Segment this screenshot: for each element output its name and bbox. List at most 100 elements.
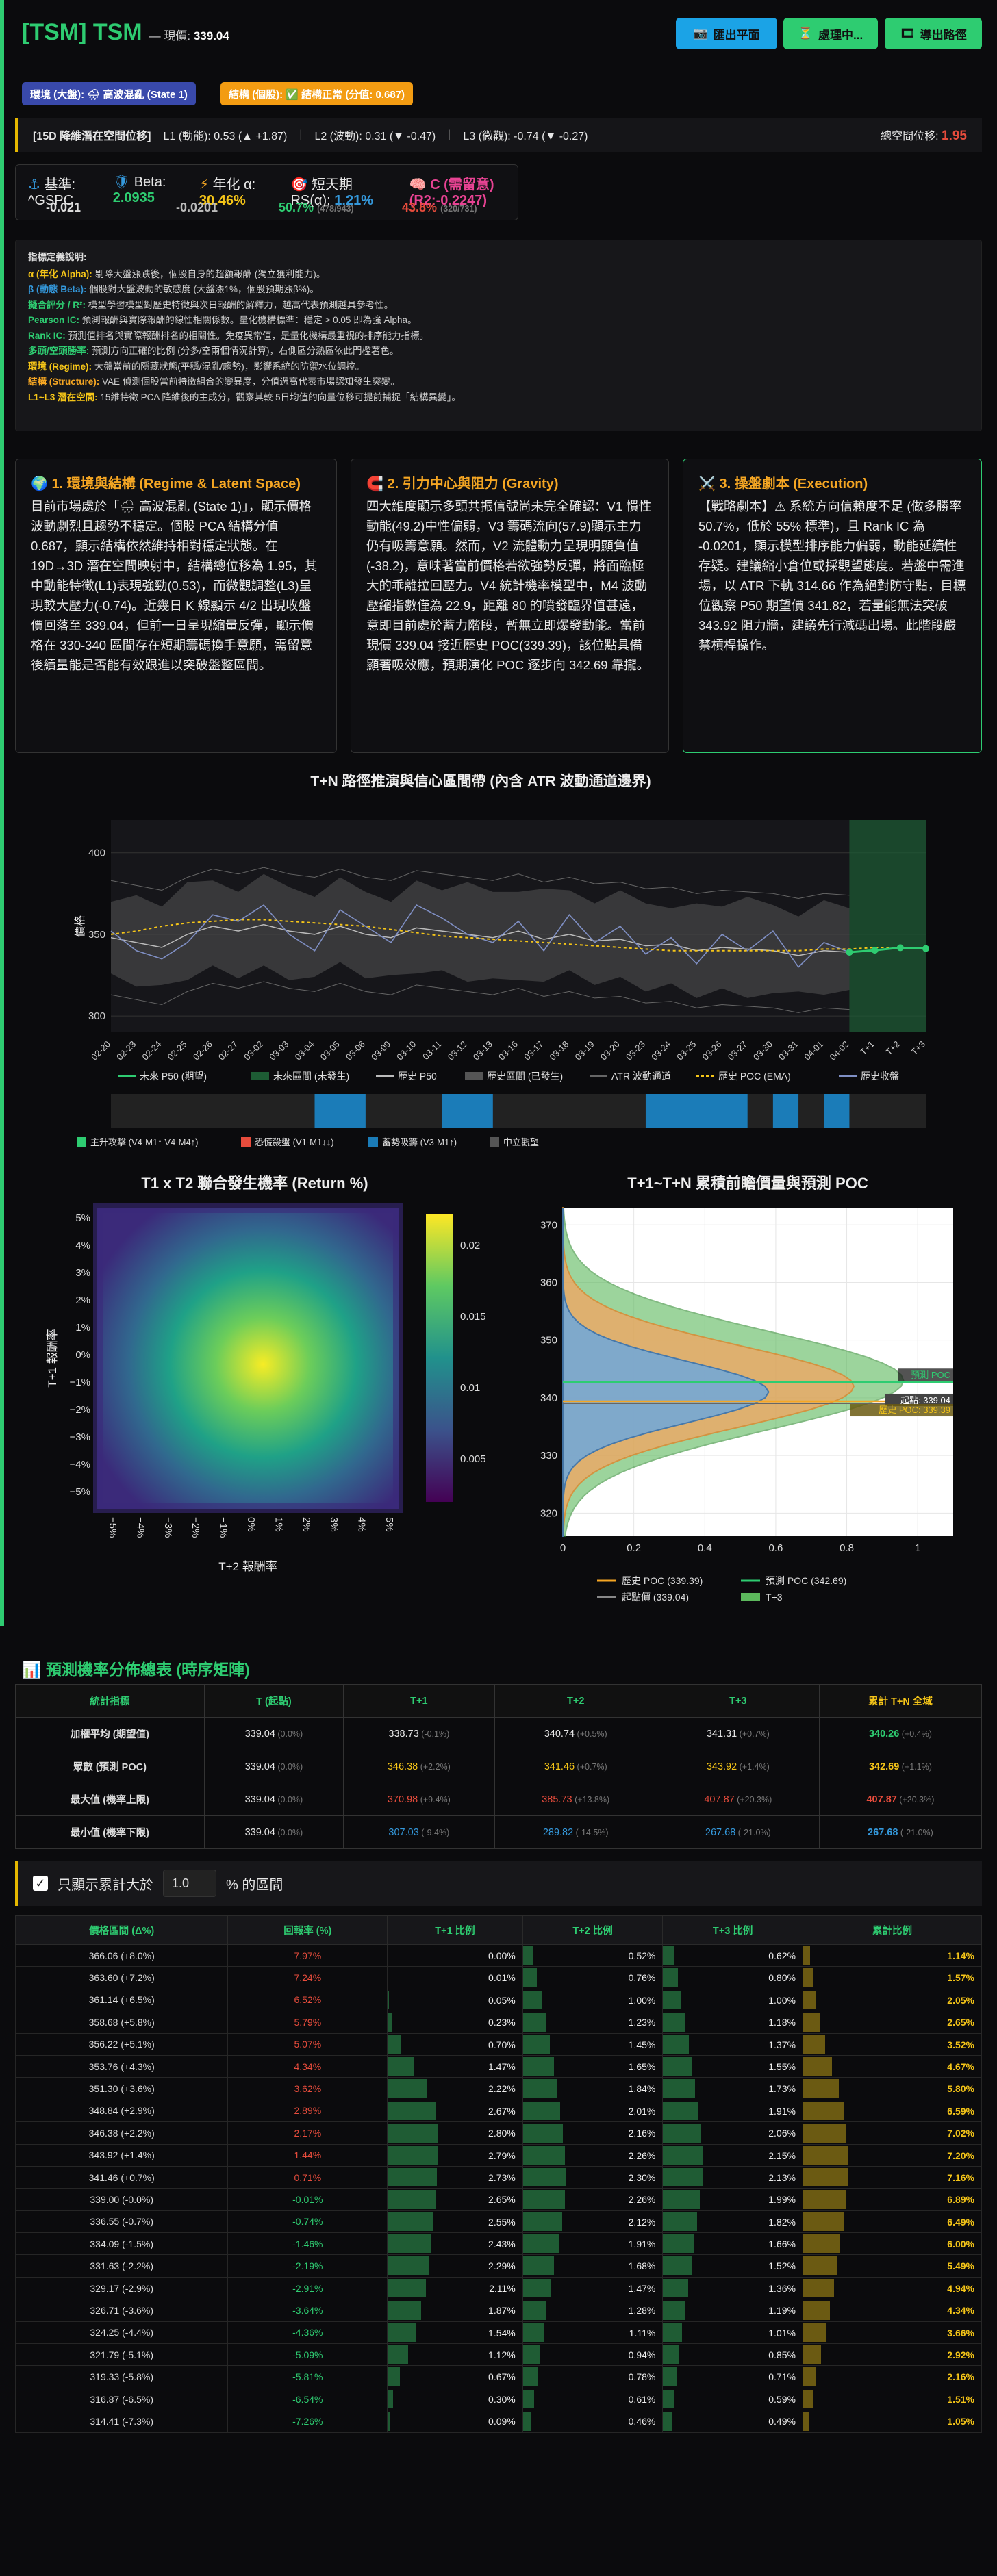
cumulative-cell: 6.49% [802, 2210, 983, 2234]
density-title: T+1~T+N 累積前瞻價量與預測 POC [627, 1175, 868, 1192]
ratio-bar [663, 2013, 685, 2032]
ratio-cell: 1.47% [387, 2054, 523, 2078]
ratio-value: 2.16% [947, 2371, 974, 2383]
regime-swatch [368, 1137, 378, 1147]
ratio-value: 2.12% [628, 2216, 656, 2228]
y-tick: 4% [75, 1240, 90, 1251]
ratio-value: 2.22% [488, 2083, 516, 2095]
x-tick: 03-05 [318, 1039, 342, 1062]
table-row: 351.30 (+3.6%) 3.62% 2.22% 1.84% 1.73% 5.80% [14, 2077, 983, 2100]
stats-cell: 340.74 (+0.5%) [494, 1717, 657, 1750]
price-cell: 314.41 (-7.3%) [14, 2410, 229, 2433]
cumulative-cell: 2.65% [802, 2011, 983, 2034]
ratio-value: 2.11% [489, 2282, 516, 2294]
return-cell: 6.52% [227, 1988, 388, 2012]
ratio-value: 0.78% [628, 2371, 656, 2383]
ratio-bar [522, 2101, 561, 2121]
ratio-bar [663, 2323, 682, 2343]
ratio-cell: 0.78% [522, 2365, 664, 2388]
ratio-cell: 1.23% [522, 2011, 664, 2034]
legend-label: 歷史 P50 [398, 1071, 437, 1082]
filter-checkbox[interactable]: ✓ [33, 1876, 48, 1891]
card-gravity: 🧲 2. 引力中心與阻力 (Gravity) 四大維度顯示多頭共振信號尚未完全確… [351, 459, 669, 753]
return-cell: -0.74% [227, 2210, 388, 2234]
ratio-cell: 1.37% [662, 2032, 803, 2056]
ratio-cell: 1.45% [522, 2032, 664, 2056]
ratio-bar [803, 2256, 837, 2275]
cumulative-cell: 2.92% [802, 2343, 983, 2367]
stats-table: 統計指標 T (起點) T+1 T+2 T+3 累計 T+N 全域 加權平均 (期望值) 33… [15, 1684, 983, 1849]
x-tick: 0.6 [768, 1542, 783, 1554]
ratio-cell: 1.82% [662, 2210, 803, 2234]
x-tick: 03-16 [496, 1039, 520, 1062]
x-tick: 03-19 [573, 1039, 596, 1062]
glossary-value: 剔除大盤漲跌後，個股自身的超額報酬 (獨立獲利能力)。 [94, 268, 326, 279]
path-chart: T+N 路徑推演與信心區間帶 (內含 ATR 波動通道邊界) 400 350 300 價… [70, 765, 974, 1149]
ratio-bar [663, 2167, 703, 2187]
x-tick: 0 [560, 1542, 566, 1554]
x-tick: 02-25 [166, 1039, 189, 1062]
y-tick: 1% [75, 1322, 90, 1334]
ratio-cell: 2.01% [522, 2099, 664, 2123]
table-row: 314.41 (-7.3%) -7.26% 0.09% 0.46% 0.49% 1.05% [14, 2410, 983, 2433]
poc-ema-line [110, 919, 926, 952]
ratio-bar [803, 2167, 848, 2187]
bolt-icon: ⚡ [199, 177, 209, 192]
x-tick: −4% [134, 1517, 146, 1538]
stats-cell: 407.87 (+20.3%) [656, 1783, 820, 1816]
t1-density [562, 1208, 770, 1537]
ratio-cell: 1.47% [522, 2276, 664, 2300]
return-cell: -3.64% [227, 2299, 388, 2322]
ratio-cell: 0.00% [387, 1943, 523, 1967]
glossary-item: 環境 (Regime): 大盤當前的隱藏狀態(平穩/混亂/趨勢)，影響系統的防禦… [28, 359, 969, 375]
ratio-cell: 1.28% [522, 2299, 664, 2322]
future-band [849, 820, 926, 1032]
y-tick: 2% [75, 1295, 90, 1306]
ratio-value: 1.73% [768, 2083, 796, 2095]
stats-section-title: 📊 預測機率分佈總表 (時序矩陣) [22, 1661, 250, 1679]
table-row: 366.06 (+8.0%) 7.97% 0.00% 0.52% 0.62% 1.14% [14, 1943, 983, 1967]
ratio-value: 2.05% [947, 1994, 974, 2006]
x-tick: 03-25 [674, 1039, 698, 1062]
x-tick: 03-30 [751, 1039, 774, 1062]
x-tick: 02-24 [140, 1039, 163, 1062]
processing-button[interactable]: ⏳ 處理中... [783, 18, 878, 49]
ratio-value: 5.49% [947, 2260, 974, 2272]
ratio-value: 2.65% [488, 2194, 516, 2206]
stats-cell: 407.87 (+20.3%) [818, 1783, 983, 1816]
y-axis-label: T+1 報酬率 [46, 1329, 59, 1388]
legend-label: T+3 [766, 1592, 783, 1602]
glossary-key: 多頭/空頭勝率: [28, 346, 92, 356]
latent-l2: L2 (波動): 0.31 (▼ -0.47) [314, 131, 436, 142]
env-badge: 環境 (大盤): 🌧 高波混亂 (State 1) [22, 82, 196, 105]
table-row: 329.17 (-2.9%) -2.91% 2.11% 1.47% 1.36% 4.94% [14, 2276, 983, 2300]
stats-cell: 370.98 (+9.4%) [343, 1783, 495, 1816]
table-row: 321.79 (-5.1%) -5.09% 1.12% 0.94% 0.85% 2.92% [14, 2343, 983, 2367]
ratio-value: 3.66% [947, 2327, 974, 2338]
x-tick: 0.4 [698, 1542, 712, 1554]
export-plane-button[interactable]: 📷 匯出平面 [676, 18, 777, 49]
ratio-cell: 1.36% [662, 2276, 803, 2300]
ratio-value: 7.16% [947, 2171, 974, 2183]
x-tick: 03-17 [522, 1039, 545, 1062]
ratio-bar [803, 2301, 831, 2320]
table-row: 341.46 (+0.7%) 0.71% 2.73% 2.30% 2.13% 7.16% [14, 2165, 983, 2189]
ratio-bar [388, 2035, 401, 2054]
glossary-value: 預測值排名與實際報酬排名的相關性。免疫異常值，是量化機構最重視的排序能力指標。 [68, 330, 429, 341]
ratio-value: 1.12% [488, 2349, 516, 2361]
threshold-input[interactable]: 1.0 [163, 1870, 216, 1897]
ratio-bar [522, 1946, 533, 1965]
ratio-value: 0.61% [628, 2393, 656, 2405]
legend-label: 歷史 POC (EMA) [718, 1071, 791, 1082]
cumulative-cell: 2.05% [802, 1988, 983, 2012]
stats-cell: 343.92 (+1.4%) [656, 1750, 820, 1783]
camera-icon: 📷 [693, 27, 708, 40]
ratio-bar [522, 2323, 544, 2343]
total-displacement: 1.95 [942, 128, 967, 143]
regime-swatch [77, 1137, 86, 1147]
glossary-key: 擬合評分 / R²: [28, 299, 88, 310]
export-path-button[interactable]: 🎞 導出路徑 [885, 18, 982, 49]
ratio-bar [663, 2101, 699, 2121]
price-cell: 324.25 (-4.4%) [14, 2321, 229, 2345]
stats-row-label: 最小值 (機率下限) [15, 1815, 205, 1849]
